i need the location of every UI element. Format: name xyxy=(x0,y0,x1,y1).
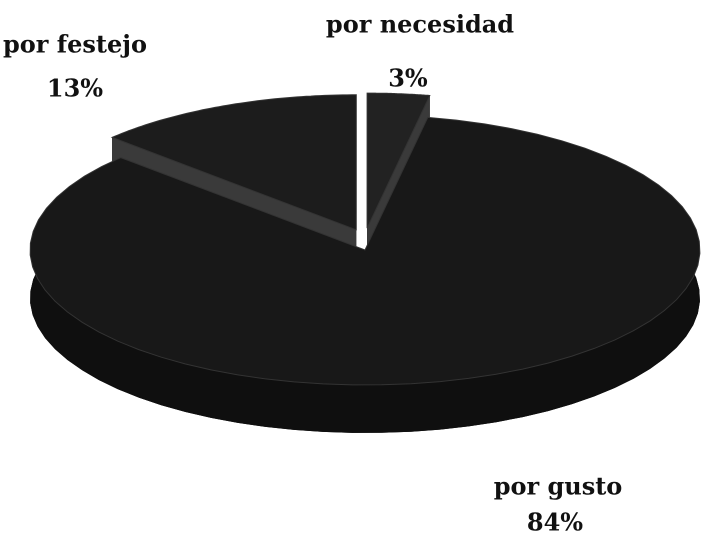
pie-slice xyxy=(366,92,431,229)
value-label: 13% xyxy=(47,74,103,103)
value-label: 3% xyxy=(388,64,428,93)
value-label: 84% xyxy=(527,508,583,537)
category-label: por festejo xyxy=(3,30,147,59)
category-label: por gusto xyxy=(494,472,623,501)
pie-slice xyxy=(110,94,357,231)
category-label: por necesidad xyxy=(326,10,514,39)
pie-slice xyxy=(29,116,701,386)
